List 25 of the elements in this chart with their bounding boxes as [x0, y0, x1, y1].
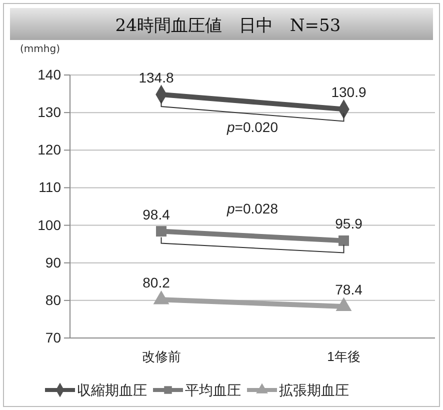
- legend-label: 拡張期血圧: [279, 383, 349, 399]
- annotation: p=0.028: [226, 200, 278, 216]
- data-label: 98.4: [142, 206, 170, 222]
- y-tick-label: 110: [38, 179, 62, 196]
- point: [156, 226, 166, 237]
- y-tick-label: 70: [45, 329, 62, 346]
- point: [338, 235, 349, 246]
- annotation: p=0.020: [226, 118, 278, 135]
- data-label: 80.2: [142, 274, 170, 291]
- data-label: 95.9: [335, 216, 363, 232]
- legend-label: 収縮期血圧: [77, 383, 147, 399]
- data-label: 134.8: [138, 70, 174, 86]
- data-label: 78.4: [335, 281, 363, 298]
- y-axis-title: (mmhg): [20, 44, 60, 55]
- data-label: 130.9: [331, 84, 366, 100]
- legend-label: 平均血圧: [185, 383, 241, 399]
- y-tick-label: 100: [38, 216, 62, 233]
- chart-title: 24時間血圧値 日中 N=53: [115, 16, 341, 36]
- x-tick-label: 改修前: [142, 349, 181, 364]
- y-tick-label: 130: [38, 104, 62, 120]
- x-tick-label: 1年後: [327, 349, 360, 364]
- y-tick-label: 120: [38, 142, 62, 158]
- y-tick-label: 80: [45, 292, 62, 308]
- y-tick-label: 90: [45, 254, 62, 270]
- y-tick-label: 140: [38, 66, 62, 82]
